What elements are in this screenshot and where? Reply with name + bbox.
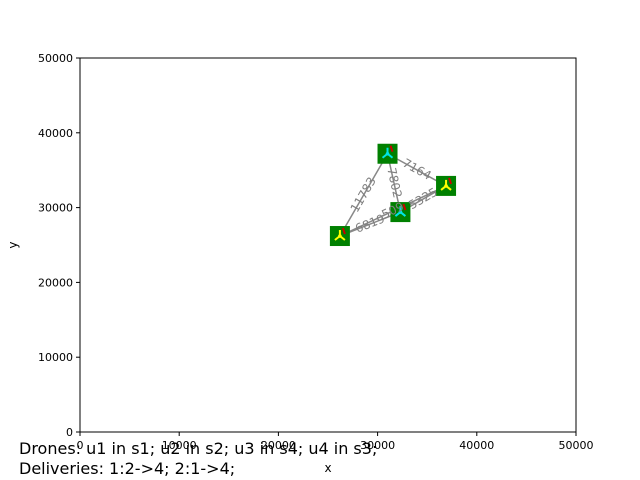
x-tick-label: 20000 — [261, 439, 296, 452]
deliveries-caption: Deliveries: 1:2->4; 2:1->4; — [19, 459, 236, 478]
y-tick-label: 40000 — [38, 127, 73, 140]
x-tick-label: 0 — [77, 439, 84, 452]
station-node — [390, 202, 411, 223]
y-axis-label: y — [6, 241, 20, 248]
drone-center — [385, 151, 390, 156]
x-tick-label: 30000 — [360, 439, 395, 452]
drones-caption: Drones: u1 in s1; u2 in s2; u3 in s4; u4… — [19, 439, 378, 458]
drone-center — [398, 210, 403, 214]
drone-center — [338, 234, 342, 238]
x-tick-label: 40000 — [459, 439, 494, 452]
ticks-layer: 0 10000 20000 30000 40000 50000 0 10000 20000 300… — [38, 52, 594, 452]
x-tick-label: 10000 — [162, 439, 197, 452]
y-tick-label: 0 — [66, 426, 73, 439]
edge-line — [339, 153, 389, 237]
delivery-marker — [402, 203, 407, 211]
edge-weight-label: 7802 — [384, 166, 404, 199]
plot-area — [79, 57, 577, 433]
drone-marker — [440, 179, 452, 191]
y-tick-label: 50000 — [38, 52, 73, 65]
station-node — [377, 143, 398, 164]
y-tick-label: 20000 — [38, 276, 73, 289]
station-node — [329, 226, 350, 247]
delivery-marker — [341, 227, 346, 235]
nodes-layer — [329, 143, 457, 247]
x-axis-label: x — [324, 461, 331, 475]
drone-center — [444, 184, 448, 188]
delivery-marker — [389, 145, 394, 153]
y-tick-label: 30000 — [38, 202, 73, 215]
drone-marker — [381, 147, 394, 159]
station-node — [436, 175, 457, 196]
drone-marker — [334, 230, 346, 241]
x-tick-label: 50000 — [559, 439, 594, 452]
y-tick-label: 10000 — [38, 351, 73, 364]
drone-marker — [394, 206, 407, 217]
delivery-marker — [448, 177, 452, 185]
